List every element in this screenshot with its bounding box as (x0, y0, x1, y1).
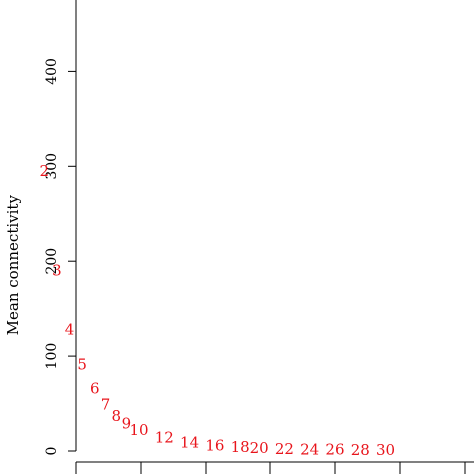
y-axis-title: Mean connectivity (4, 195, 22, 336)
data-point-label: 9 (122, 414, 132, 432)
data-point-label: 14 (180, 433, 199, 451)
y-tick-label: 100 (44, 343, 60, 370)
y-tick-label: 400 (44, 58, 60, 85)
x-axis (75, 461, 474, 474)
y-tick-label: 300 (44, 153, 60, 180)
y-tick-label: 0 (44, 447, 60, 456)
data-point-label: 12 (155, 429, 174, 447)
data-point-label: 22 (275, 440, 294, 458)
data-point-label: 7 (101, 395, 111, 413)
data-point-label: 3 (52, 262, 62, 280)
data-point-label: 5 (77, 356, 87, 374)
data-point-label: 20 (250, 439, 269, 457)
data-point-label: 8 (112, 407, 122, 425)
y-axis: 0 100 200 300 400 (44, 0, 77, 456)
data-point-label: 30 (376, 441, 395, 459)
data-point-label: 6 (90, 379, 100, 397)
data-point-label: 18 (231, 438, 250, 456)
data-point-label: 10 (129, 421, 148, 439)
data-point-label: 28 (351, 441, 370, 459)
data-point-label: 2 (39, 162, 49, 180)
data-point-label: 4 (65, 320, 75, 338)
y-tick-label: 200 (44, 248, 60, 275)
data-point-label: 24 (300, 441, 319, 459)
data-point-label: 16 (205, 436, 224, 454)
data-point-label: 26 (325, 441, 344, 459)
